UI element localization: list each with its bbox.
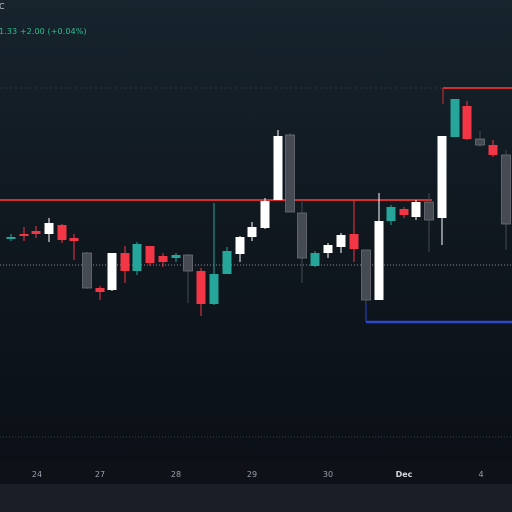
candle[interactable] — [411, 200, 421, 220]
symbol-title: C — [0, 2, 5, 11]
candle-body — [323, 245, 333, 253]
candle[interactable] — [386, 205, 396, 225]
candle[interactable] — [69, 234, 79, 260]
candle-body — [399, 209, 409, 215]
candle[interactable] — [107, 253, 117, 291]
candle-body — [158, 256, 168, 262]
candlestick-chart[interactable] — [0, 0, 512, 460]
candle-body — [462, 106, 472, 139]
time-axis-label: 27 — [94, 470, 106, 479]
chart-pane[interactable]: C 1.33 +2.00 (+0.04%) — [0, 0, 512, 460]
candle[interactable] — [95, 286, 105, 300]
candle[interactable] — [183, 254, 193, 303]
candle[interactable] — [273, 130, 283, 200]
candle[interactable] — [475, 131, 485, 147]
candle[interactable] — [6, 234, 16, 241]
candle-body — [95, 288, 105, 292]
candle[interactable] — [285, 133, 295, 213]
ohlc-change-readout: 1.33 +2.00 (+0.04%) — [0, 27, 87, 36]
time-axis-label: 24 — [31, 470, 43, 479]
candle-body — [386, 207, 396, 221]
time-axis-label: 30 — [322, 470, 334, 479]
candle-body — [44, 223, 54, 234]
candle-body — [107, 253, 117, 290]
candle[interactable] — [501, 150, 511, 250]
candle-body — [69, 238, 79, 241]
candle[interactable] — [247, 222, 257, 241]
candle[interactable] — [171, 253, 181, 262]
candle[interactable] — [120, 246, 130, 283]
candle-body — [57, 225, 67, 240]
candle-body — [285, 134, 295, 213]
candle-body — [31, 231, 41, 234]
candle-body — [145, 246, 155, 263]
candle-body — [336, 235, 346, 247]
candle-body — [235, 237, 245, 254]
candle-body — [6, 237, 16, 239]
candle[interactable] — [19, 227, 29, 241]
candle[interactable] — [488, 140, 498, 157]
candle-body — [82, 252, 92, 289]
candle[interactable] — [399, 207, 409, 218]
candle[interactable] — [57, 224, 67, 243]
candle-body — [374, 221, 384, 300]
candle[interactable] — [361, 249, 371, 303]
candle-body — [260, 201, 270, 228]
candle-body — [171, 255, 181, 258]
candle-body — [297, 212, 307, 259]
candle[interactable] — [297, 200, 307, 283]
candle[interactable] — [310, 251, 320, 267]
candle[interactable] — [158, 253, 168, 267]
candle[interactable] — [145, 246, 155, 266]
candle-body — [437, 136, 447, 218]
candle-body — [349, 234, 359, 249]
candle[interactable] — [260, 198, 270, 229]
time-axis-label: Dec — [395, 470, 413, 479]
candle[interactable] — [349, 200, 359, 262]
candle-body — [120, 253, 130, 271]
annotation-lines — [0, 87, 512, 438]
candle[interactable] — [374, 193, 384, 300]
candle[interactable] — [31, 226, 41, 238]
candles — [6, 99, 511, 316]
candle-body — [196, 271, 206, 304]
candle-body — [310, 253, 320, 266]
candle[interactable] — [462, 101, 472, 140]
candle-body — [475, 138, 485, 146]
candle[interactable] — [235, 236, 245, 262]
candle-body — [501, 154, 511, 225]
candle[interactable] — [209, 203, 219, 305]
candle-body — [132, 244, 142, 271]
candle-body — [424, 201, 434, 221]
candle-body — [247, 227, 257, 237]
candle-body — [361, 249, 371, 301]
bottom-toolbar — [0, 484, 512, 512]
candle-body — [222, 251, 232, 274]
candle[interactable] — [44, 218, 54, 242]
candle-body — [488, 145, 498, 155]
candle-body — [411, 202, 421, 217]
candle[interactable] — [132, 242, 142, 275]
time-axis-label: 29 — [246, 470, 258, 479]
candle[interactable] — [196, 268, 206, 316]
candle[interactable] — [82, 252, 92, 289]
candle[interactable] — [336, 233, 346, 253]
candle[interactable] — [450, 99, 460, 137]
time-axis[interactable]: 24 27 28 29 30 Dec 4 — [0, 460, 512, 484]
candle-body — [450, 99, 460, 137]
time-axis-label: 28 — [170, 470, 182, 479]
candle[interactable] — [437, 136, 447, 245]
candle[interactable] — [424, 193, 434, 252]
candle-body — [209, 274, 219, 304]
candle[interactable] — [323, 243, 333, 258]
candle-body — [273, 136, 283, 200]
time-axis-label: 4 — [478, 470, 484, 479]
candle[interactable] — [222, 247, 232, 274]
candle-body — [19, 234, 29, 236]
candle-body — [183, 254, 193, 272]
